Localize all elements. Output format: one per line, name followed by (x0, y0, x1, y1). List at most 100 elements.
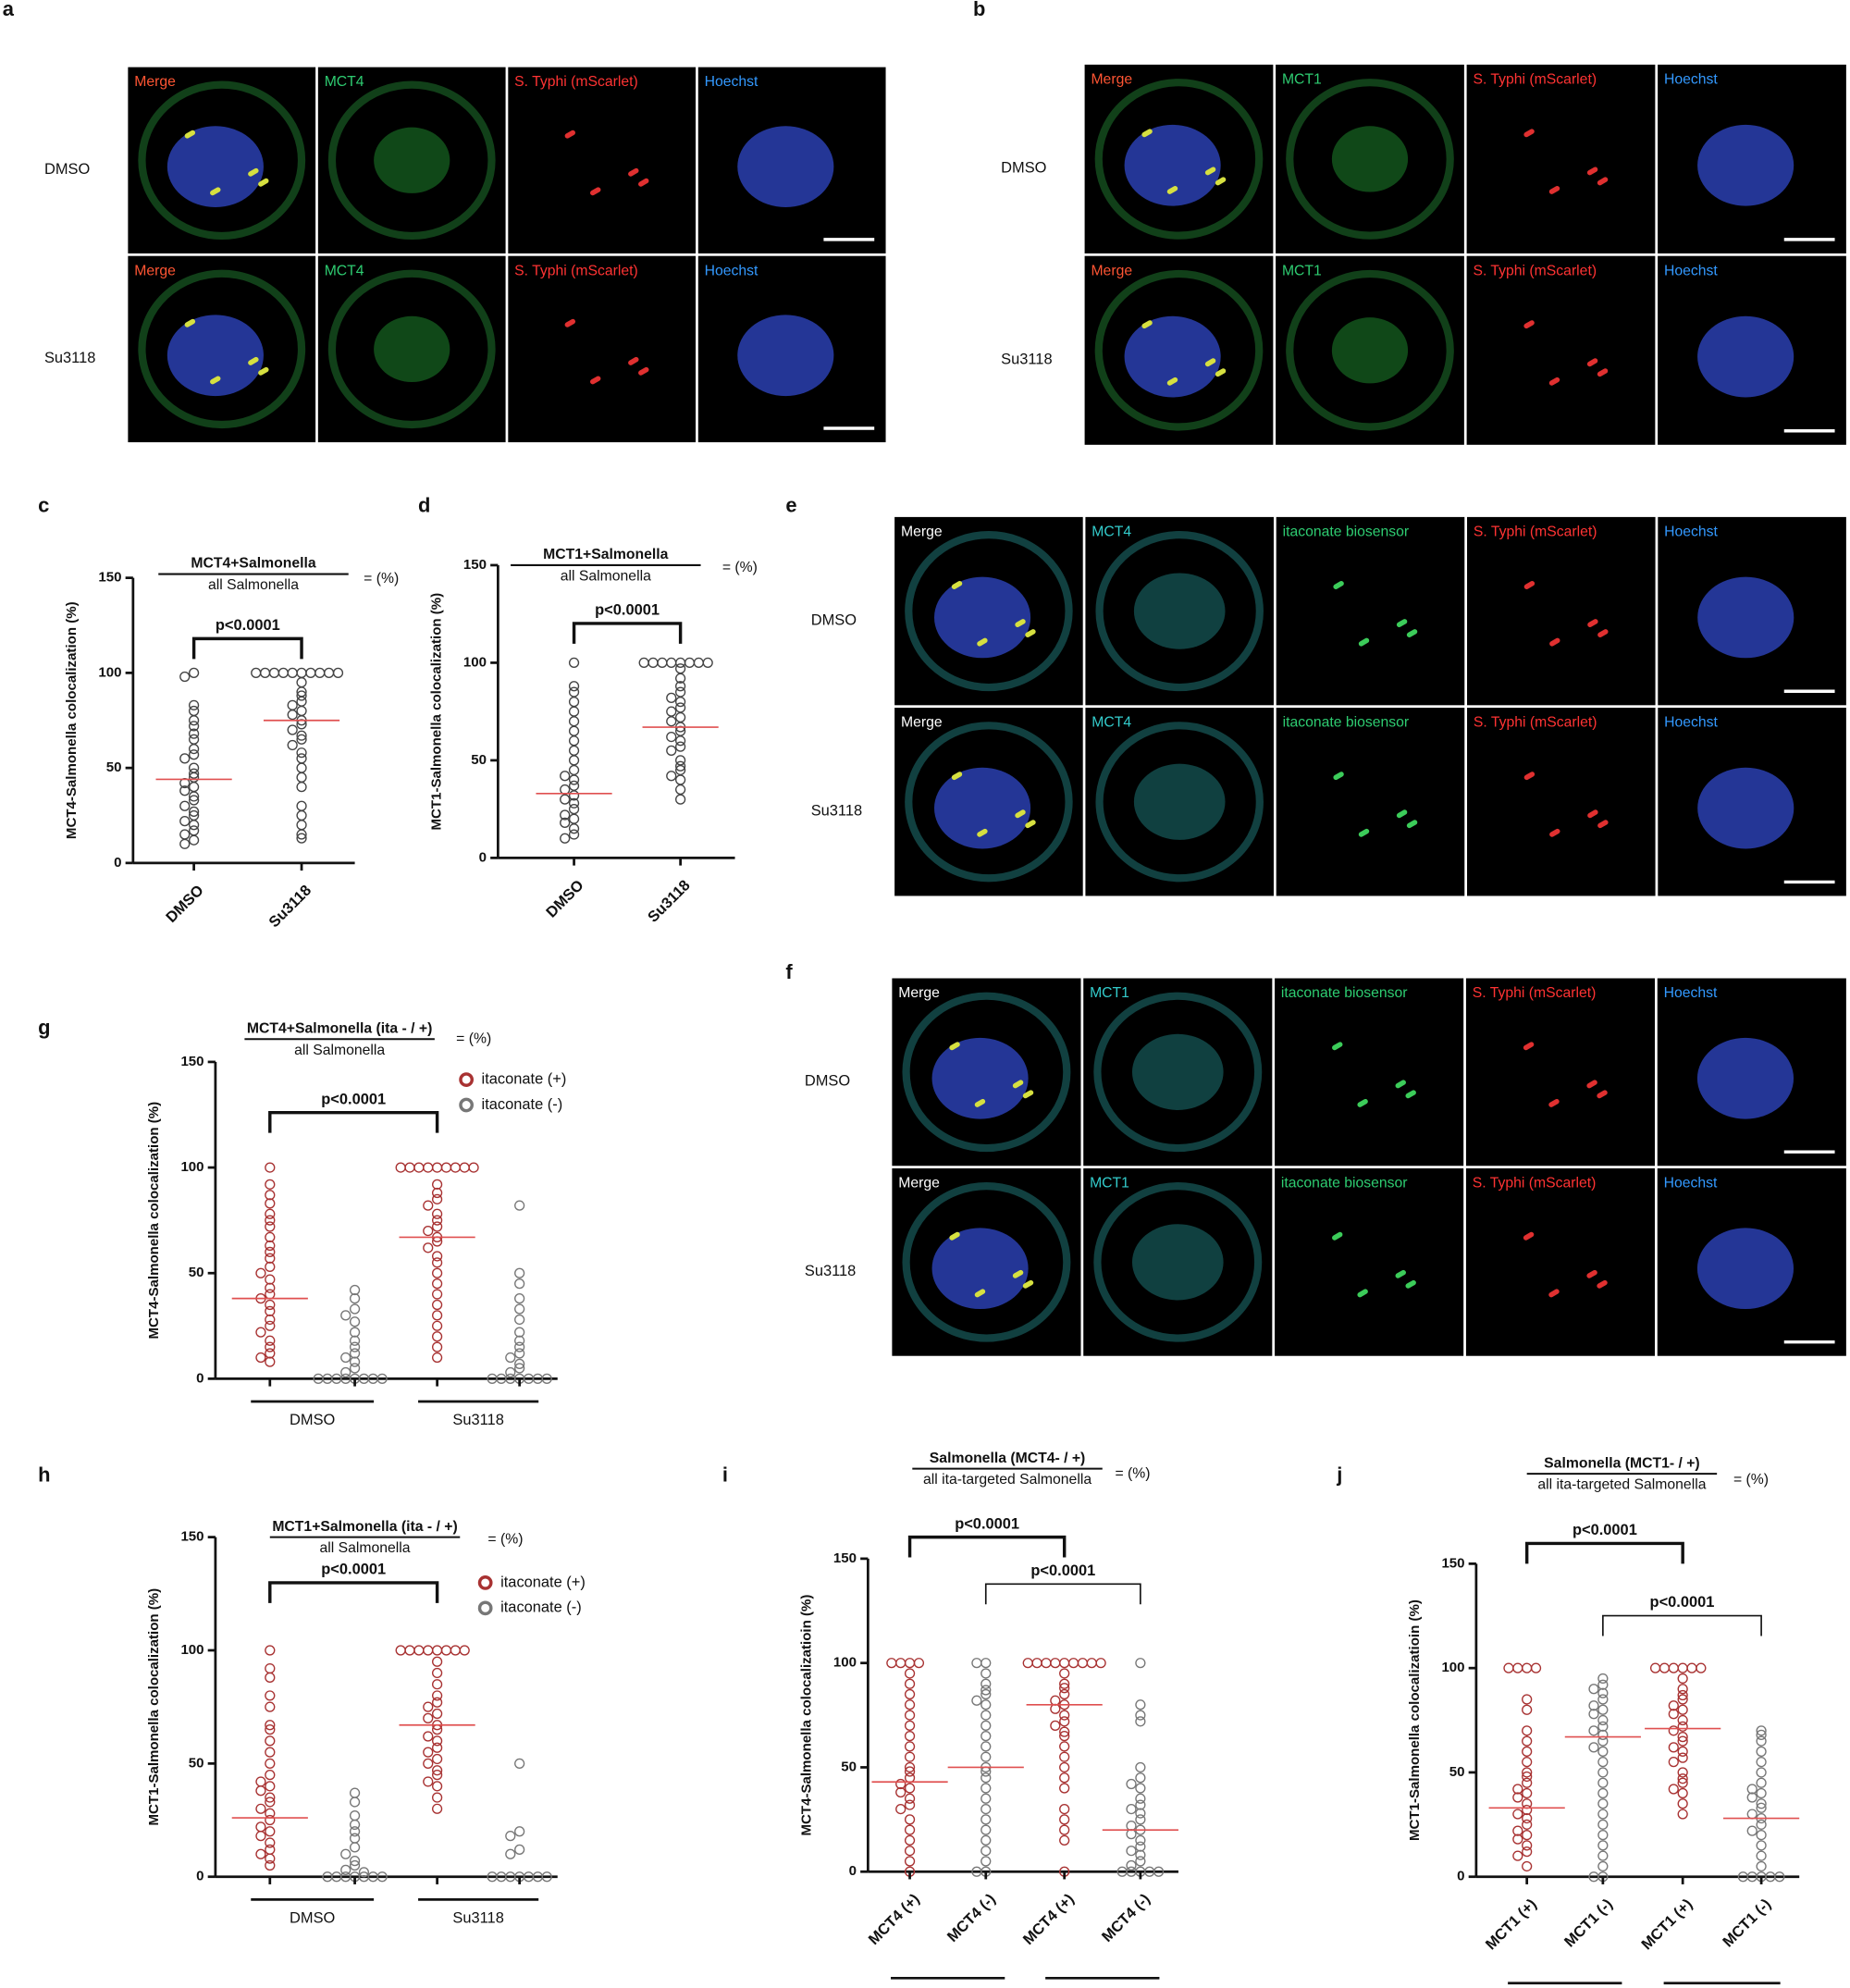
data-point (1059, 1741, 1070, 1752)
data-point (188, 743, 200, 755)
data-point (568, 657, 580, 669)
y-tick-label: 50 (189, 1755, 204, 1771)
bacterium (1586, 358, 1598, 367)
y-tick-label: 150 (463, 557, 487, 573)
nucleus (1697, 124, 1794, 206)
data-point (1668, 1742, 1679, 1753)
data-point (265, 1274, 276, 1285)
bacterium (1015, 619, 1026, 628)
data-point (1677, 1746, 1688, 1758)
bacterium (977, 828, 988, 837)
data-point (431, 1187, 443, 1199)
data-point (431, 1267, 443, 1278)
data-point (675, 760, 686, 772)
data-point (904, 1741, 916, 1752)
channel-label: S. Typhi (mScarlet) (1474, 524, 1597, 539)
data-point (1668, 1700, 1679, 1711)
data-point (568, 681, 580, 692)
channel-label: itaconate biosensor (1281, 985, 1408, 1001)
data-point (1668, 1709, 1679, 1720)
data-point (188, 734, 200, 745)
cell-body (905, 531, 1073, 692)
data-point (904, 1772, 916, 1784)
data-point (1668, 1725, 1679, 1736)
data-point (395, 1645, 406, 1656)
data-point (440, 1645, 452, 1656)
data-point (296, 772, 307, 784)
data-point (895, 1786, 906, 1798)
nucleus (1697, 315, 1794, 398)
bacterium (1141, 320, 1153, 329)
bacterium (1548, 377, 1560, 386)
data-point (1756, 1840, 1767, 1851)
nucleus (1696, 1037, 1794, 1119)
data-point (265, 1758, 276, 1769)
channel-label: Hoechst (1664, 1176, 1718, 1192)
nucleus (931, 1037, 1029, 1119)
data-point (431, 1690, 443, 1701)
stain (374, 315, 450, 383)
data-point (1677, 1767, 1688, 1778)
data-point (1756, 1757, 1767, 1768)
data-point (514, 1293, 525, 1304)
data-point (1059, 1683, 1070, 1694)
data-point (349, 1316, 361, 1327)
micrograph (1466, 255, 1656, 445)
nucleus (933, 767, 1031, 849)
data-point (296, 833, 307, 844)
significance-label: p<0.0001 (595, 602, 660, 619)
data-point (980, 1731, 992, 1742)
bacterium (1586, 1080, 1597, 1089)
data-point (431, 1208, 443, 1219)
data-point (395, 1162, 406, 1173)
y-tick-label: 0 (196, 1370, 204, 1386)
y-tick-label: 50 (189, 1265, 204, 1280)
channel-label: Hoechst (1664, 985, 1718, 1001)
data-point (675, 686, 686, 698)
y-axis-label: MCT4-Salmonella colocalizatioin (%) (799, 1595, 815, 1836)
y-tick-label: 50 (1449, 1764, 1465, 1780)
channel-label: MCT1 (1090, 1176, 1129, 1192)
data-point (265, 1662, 276, 1674)
bacterium (638, 178, 649, 187)
data-point (1126, 1778, 1137, 1790)
data-point (904, 1710, 916, 1721)
bacterium (1587, 619, 1598, 628)
data-point (340, 1310, 352, 1321)
stain (1331, 126, 1409, 192)
title-suffix: = (%) (722, 560, 758, 575)
bacterium (184, 318, 196, 327)
cell-body (138, 80, 306, 241)
data-point (265, 1645, 276, 1656)
data-point (1059, 1668, 1070, 1679)
data-point (1522, 1860, 1533, 1872)
data-point (265, 1231, 276, 1243)
data-point (514, 1267, 525, 1278)
panel-label: j (1336, 1463, 1342, 1487)
data-point (431, 1289, 443, 1300)
data-point (1597, 1704, 1609, 1715)
data-point (971, 1695, 982, 1706)
data-point (1756, 1777, 1767, 1788)
bacterium (248, 356, 259, 365)
y-tick-label: 100 (98, 664, 121, 680)
group-label: DMSO (290, 1909, 335, 1926)
data-point (1512, 1792, 1523, 1803)
data-point (1756, 1850, 1767, 1861)
data-point (1677, 1787, 1688, 1799)
channel-label: Merge (901, 715, 943, 731)
data-point (514, 1348, 525, 1359)
data-point (1746, 1784, 1758, 1795)
data-point (179, 785, 191, 796)
data-point (1597, 1840, 1609, 1851)
data-point (1677, 1735, 1688, 1747)
data-point (349, 1341, 361, 1352)
data-point (980, 1720, 992, 1731)
data-point (895, 1778, 906, 1790)
channel-label: MCT4 (1092, 524, 1131, 539)
y-tick-label: 0 (1457, 1869, 1464, 1884)
bacterium (1166, 185, 1178, 194)
bacterium (1333, 581, 1344, 589)
data-point (413, 1645, 425, 1656)
data-point (349, 1335, 361, 1346)
